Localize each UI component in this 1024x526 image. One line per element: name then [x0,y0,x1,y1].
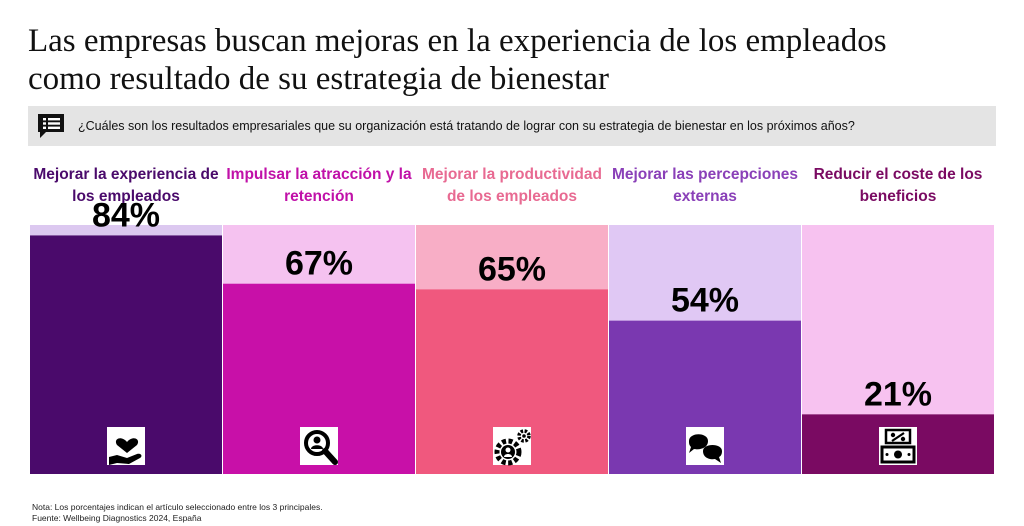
note-text: Nota: Los porcentajes indican el artícul… [32,502,323,512]
question-bar: ¿Cuáles son los resultados empresariales… [28,106,996,146]
value-label: 21% [864,375,932,413]
category-label: Reducir el coste de los beneficios [813,166,983,205]
speech-bubble-icon [38,114,64,138]
value-label: 54% [671,282,739,320]
heart-hand-icon [107,427,145,465]
source-text: Fuente: Wellbeing Diagnostics 2024, Espa… [32,513,202,523]
title-line-2: como resultado de su estrategia de biene… [28,61,609,97]
category-label: Impulsar la atracción y la retención [226,166,412,205]
page-title: Las empresas buscan mejoras en la experi… [28,22,1008,98]
value-label: 65% [478,250,546,288]
value-label: 67% [285,245,353,283]
category-label: Mejorar la productividad de los empleado… [421,166,602,205]
footnote: Nota: Los porcentajes indican el artícul… [32,502,323,524]
magnifier-person-icon [300,427,338,465]
speech-bubbles-icon [686,427,724,465]
category-label: Mejorar las percepciones externas [611,166,799,205]
gears-person-icon [493,427,531,466]
title-line-1: Las empresas buscan mejoras en la experi… [28,23,887,59]
category-label: Mejorar la experiencia de los empleados [33,166,219,205]
money-percent-icon [879,427,917,465]
question-text: ¿Cuáles son los resultados empresariales… [78,119,855,133]
value-label: 84% [92,196,160,234]
